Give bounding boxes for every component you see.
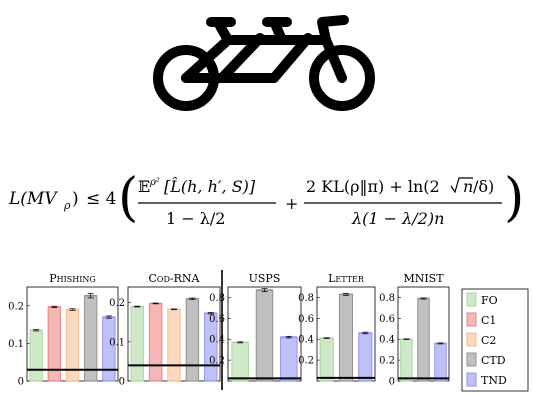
y-tick-label-4-1: 0.2 [379, 356, 395, 367]
y-tick-label-4-4: 0.8 [379, 293, 395, 304]
bar-1-CTD [186, 299, 199, 381]
chart-title-4: MNIST [403, 272, 444, 285]
y-tick-label-4-2: 0.4 [379, 335, 395, 346]
y-tick-label-3-1: 0.4 [298, 335, 314, 346]
legend-swatch-CTD [467, 353, 476, 366]
y-tick-label-0-1: 0.1 [8, 339, 24, 350]
legend-label-C1: C1 [481, 314, 496, 327]
legend-label-TND: TND [481, 374, 507, 387]
chart-title-3: Letter [328, 272, 365, 285]
bar-4-FO [401, 339, 413, 381]
bar-3-FO [320, 338, 333, 381]
legend-swatch-C2 [467, 333, 476, 346]
y-tick-label-1-1: 0.1 [109, 337, 125, 348]
y-tick-label-3-2: 0.6 [298, 314, 314, 325]
legend-label-C2: C2 [481, 334, 496, 347]
legend-label-FO: FO [481, 294, 498, 307]
bar-2-CTD [256, 290, 273, 381]
y-tick-label-4-3: 0.6 [379, 314, 395, 325]
bar-2-TND [281, 337, 298, 381]
chart-title-0: Phishing [49, 272, 96, 285]
y-tick-label-3-3: 0.8 [298, 293, 314, 304]
bar-0-CTD [85, 296, 97, 381]
y-tick-label-1-2: 0.2 [109, 298, 125, 309]
bar-0-TND [103, 317, 115, 381]
y-tick-label-4-0: 0 [389, 377, 395, 388]
bar-1-C2 [168, 309, 181, 381]
bar-1-FO [131, 307, 144, 381]
y-tick-label-0-0: 0 [18, 377, 24, 388]
legend-swatch-TND [467, 373, 476, 386]
bar-1-C1 [149, 303, 162, 381]
bar-2-FO [232, 342, 249, 381]
y-tick-label-1-0: 0 [119, 377, 125, 388]
legend-label-CTD: CTD [481, 354, 506, 367]
legend-swatch-C1 [467, 313, 476, 326]
chart-title-2: USPS [249, 272, 281, 285]
bar-0-FO [30, 330, 42, 381]
chart-title-1: Cod-RNA [149, 272, 201, 285]
bar-4-CTD [418, 298, 430, 381]
bar-3-TND [359, 333, 372, 381]
y-tick-label-0-2: 0.2 [8, 301, 24, 312]
legend-swatch-FO [467, 293, 476, 306]
bar-3-CTD [339, 294, 352, 381]
y-tick-label-3-0: 0.2 [298, 356, 314, 367]
bar-4-TND [435, 343, 447, 381]
